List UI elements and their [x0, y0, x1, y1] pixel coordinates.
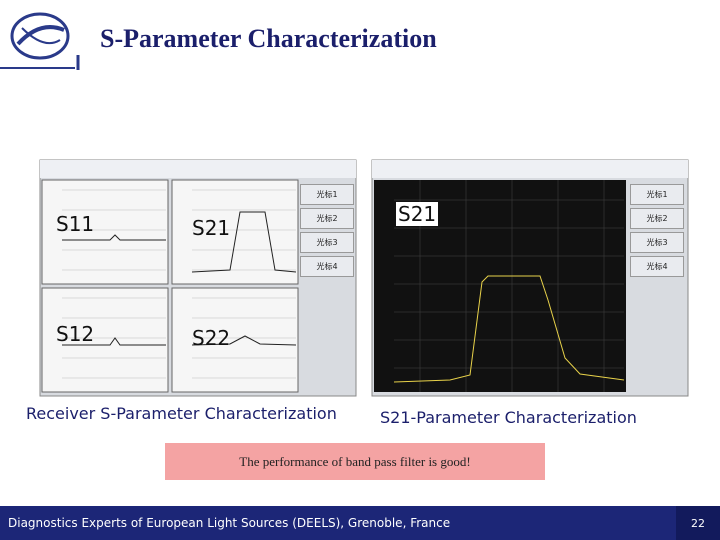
- plot-label: S22: [192, 326, 231, 350]
- vna-left: [39, 159, 357, 397]
- plot-label: S21: [396, 202, 439, 226]
- note: The performance of band pass filter is g…: [165, 443, 545, 480]
- footer-bar: [0, 506, 720, 540]
- caption: S21-Parameter Characterization: [380, 408, 637, 427]
- caption: Receiver S-Parameter Characterization: [26, 404, 337, 423]
- plot-label: S11: [56, 212, 95, 236]
- menu-button: 光标2: [300, 208, 354, 229]
- menu-button: 光标1: [630, 184, 684, 205]
- page-number: 22: [676, 506, 720, 540]
- logo: [10, 12, 70, 60]
- menu-button: 光标4: [300, 256, 354, 277]
- menu-button: 光标4: [630, 256, 684, 277]
- plot-label: S12: [56, 322, 95, 346]
- menu-button: 光标3: [630, 232, 684, 253]
- footer-text: Diagnostics Experts of European Light So…: [8, 516, 451, 530]
- plot-label: S21: [192, 216, 231, 240]
- menu-button: 光标3: [300, 232, 354, 253]
- title: S-Parameter Characterization: [100, 24, 437, 53]
- menu-button: 光标1: [300, 184, 354, 205]
- menu-button: 光标2: [630, 208, 684, 229]
